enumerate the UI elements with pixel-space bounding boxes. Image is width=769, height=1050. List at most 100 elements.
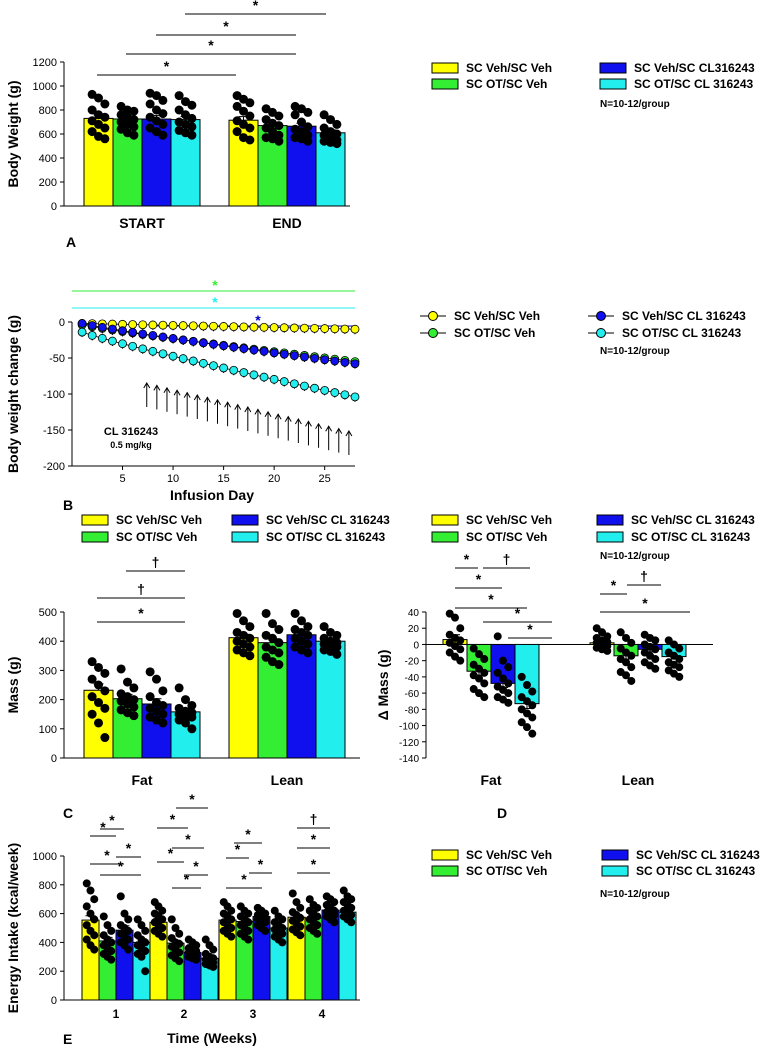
y-tick-label: 40 xyxy=(408,608,420,619)
data-point xyxy=(303,122,313,132)
y-tick-label: 400 xyxy=(39,153,57,165)
x-category-label: 3 xyxy=(250,1007,257,1021)
data-point xyxy=(300,352,309,362)
data-point xyxy=(499,674,507,683)
injection-arrowhead xyxy=(224,401,232,408)
injection-arrowhead xyxy=(244,406,252,413)
data-point xyxy=(320,324,330,333)
data-point xyxy=(300,381,309,391)
y-tick-label: -150 xyxy=(43,425,65,437)
panel-label-b: B xyxy=(63,497,73,513)
data-point xyxy=(128,320,138,329)
data-point xyxy=(124,935,133,944)
data-point xyxy=(244,926,253,935)
data-point xyxy=(528,701,537,710)
data-point xyxy=(303,630,313,640)
x-tick-label: 15 xyxy=(217,473,229,485)
data-point xyxy=(129,130,139,140)
data-point xyxy=(261,608,271,618)
data-point xyxy=(332,139,342,149)
data-point xyxy=(100,134,110,144)
data-point xyxy=(158,686,168,696)
data-point xyxy=(138,329,148,339)
data-point xyxy=(82,902,91,911)
data-point xyxy=(239,344,249,354)
data-point xyxy=(107,955,116,964)
data-point xyxy=(279,349,289,359)
data-point xyxy=(330,898,339,907)
data-point xyxy=(158,915,167,924)
injection-arrowhead xyxy=(143,382,151,389)
x-category-label: 4 xyxy=(319,1007,326,1021)
data-point xyxy=(627,638,636,647)
data-point xyxy=(313,903,322,912)
injection-arrowhead xyxy=(193,394,201,401)
data-point xyxy=(675,644,684,653)
data-point xyxy=(244,935,253,944)
data-point xyxy=(651,664,660,673)
legend-label: SC Veh/SC Veh xyxy=(466,61,552,75)
data-point xyxy=(138,344,148,354)
injection-arrowhead xyxy=(254,408,262,415)
x-category-label: Lean xyxy=(271,772,304,788)
data-point xyxy=(158,924,167,932)
x-axis-label: Time (Weeks) xyxy=(167,1030,257,1046)
legend-swatch xyxy=(431,78,459,90)
data-point xyxy=(279,377,289,386)
legend-swatch xyxy=(431,62,459,74)
treatment-dose: 0.5 mg/kg xyxy=(110,440,152,450)
legend-note: N=10-12/group xyxy=(600,99,670,110)
data-point xyxy=(456,645,465,654)
legend-swatch xyxy=(431,514,459,526)
legend-label: SC Veh/SC CL 316243 xyxy=(636,848,760,862)
injection-arrowhead xyxy=(274,413,282,420)
data-point xyxy=(347,895,356,904)
data-point xyxy=(90,895,99,904)
data-point xyxy=(303,622,313,632)
significance-mark: * xyxy=(476,571,482,587)
x-category-label: Fat xyxy=(132,772,153,788)
data-point xyxy=(290,110,300,120)
data-point xyxy=(188,356,198,366)
data-point xyxy=(296,922,305,931)
data-point xyxy=(97,333,107,343)
significance-mark: * xyxy=(258,856,264,872)
data-point xyxy=(87,105,97,115)
y-tick-label: 20 xyxy=(408,624,420,635)
panel-label-c: C xyxy=(63,805,73,821)
data-point xyxy=(90,945,99,954)
treatment-label: CL 316243 xyxy=(104,426,158,438)
data-point xyxy=(168,334,178,343)
data-point xyxy=(90,931,99,940)
data-point xyxy=(326,115,335,125)
data-point xyxy=(517,672,526,681)
data-point xyxy=(303,648,313,658)
data-point xyxy=(229,322,239,332)
y-axis-label: Body weight change (g) xyxy=(5,315,21,473)
data-point xyxy=(158,718,168,728)
legend-swatch xyxy=(231,514,259,526)
data-point xyxy=(209,321,218,331)
data-point xyxy=(100,112,110,122)
data-point xyxy=(107,938,116,947)
data-point xyxy=(239,368,249,377)
data-point xyxy=(100,733,110,743)
data-point xyxy=(129,115,139,125)
data-point xyxy=(244,909,253,918)
legend-label: SC OT/SC Veh xyxy=(466,530,547,544)
data-point xyxy=(158,906,167,915)
data-point xyxy=(332,649,342,659)
injection-arrowhead xyxy=(234,403,242,410)
y-tick-label: 1000 xyxy=(33,851,57,863)
injection-arrowhead xyxy=(315,422,322,430)
y-tick-label: 0 xyxy=(413,640,419,651)
data-point xyxy=(227,932,236,941)
data-point xyxy=(292,898,301,907)
data-point xyxy=(245,651,255,661)
significance-mark: * xyxy=(184,871,190,887)
data-point xyxy=(493,632,502,641)
data-point xyxy=(627,676,636,685)
injection-arrowhead xyxy=(183,391,191,398)
y-tick-label: -50 xyxy=(49,353,65,365)
data-point xyxy=(99,912,108,921)
